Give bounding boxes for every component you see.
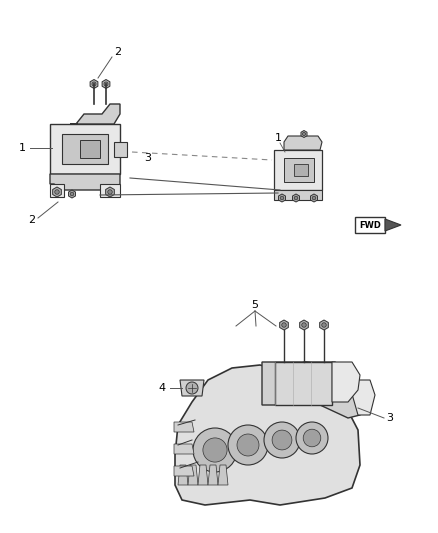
Circle shape	[302, 323, 306, 327]
Text: 1: 1	[275, 133, 282, 143]
Text: FWD: FWD	[359, 221, 381, 230]
Polygon shape	[174, 422, 194, 432]
Polygon shape	[180, 380, 204, 396]
Polygon shape	[320, 320, 328, 330]
Polygon shape	[332, 362, 360, 402]
Text: 3: 3	[145, 153, 152, 163]
Circle shape	[237, 434, 259, 456]
Polygon shape	[355, 217, 385, 233]
Polygon shape	[80, 140, 100, 158]
Polygon shape	[174, 466, 194, 476]
Circle shape	[303, 429, 321, 447]
Polygon shape	[178, 465, 188, 485]
Circle shape	[203, 438, 227, 462]
Polygon shape	[274, 190, 322, 200]
Circle shape	[322, 323, 326, 327]
Polygon shape	[279, 194, 286, 202]
Circle shape	[302, 132, 306, 135]
Polygon shape	[275, 362, 332, 405]
Text: 2: 2	[114, 47, 122, 57]
Circle shape	[92, 82, 96, 86]
Circle shape	[282, 323, 286, 327]
Text: 1: 1	[18, 143, 25, 153]
Circle shape	[55, 190, 59, 194]
Circle shape	[186, 382, 198, 394]
Circle shape	[193, 428, 237, 472]
Polygon shape	[188, 465, 198, 485]
Text: 3: 3	[386, 413, 393, 423]
Polygon shape	[106, 187, 114, 197]
Polygon shape	[294, 164, 308, 176]
Polygon shape	[311, 194, 318, 202]
Polygon shape	[218, 465, 228, 485]
Polygon shape	[274, 150, 322, 190]
Polygon shape	[70, 104, 120, 124]
Circle shape	[70, 192, 74, 196]
Polygon shape	[53, 187, 61, 197]
Polygon shape	[100, 184, 120, 197]
Polygon shape	[198, 465, 208, 485]
Text: 4: 4	[159, 383, 166, 393]
Circle shape	[104, 82, 108, 86]
Polygon shape	[300, 320, 308, 330]
Circle shape	[312, 196, 316, 200]
Polygon shape	[208, 465, 218, 485]
Polygon shape	[62, 134, 108, 164]
Circle shape	[228, 425, 268, 465]
Polygon shape	[280, 320, 288, 330]
Text: 2: 2	[28, 215, 35, 225]
Polygon shape	[90, 79, 98, 88]
Polygon shape	[175, 362, 360, 505]
Polygon shape	[174, 444, 194, 454]
Text: 5: 5	[251, 300, 258, 310]
Polygon shape	[348, 380, 375, 415]
Polygon shape	[301, 131, 307, 138]
Polygon shape	[50, 124, 120, 174]
Polygon shape	[102, 79, 110, 88]
Polygon shape	[293, 194, 300, 202]
Polygon shape	[50, 174, 120, 190]
Polygon shape	[284, 136, 322, 150]
Circle shape	[296, 422, 328, 454]
Polygon shape	[284, 158, 314, 182]
Circle shape	[280, 196, 284, 200]
Polygon shape	[50, 184, 64, 197]
Polygon shape	[68, 190, 75, 198]
Circle shape	[264, 422, 300, 458]
Polygon shape	[262, 362, 360, 418]
Circle shape	[294, 196, 298, 200]
Polygon shape	[114, 142, 127, 157]
Polygon shape	[385, 219, 401, 231]
Circle shape	[108, 190, 112, 194]
Circle shape	[272, 430, 292, 450]
